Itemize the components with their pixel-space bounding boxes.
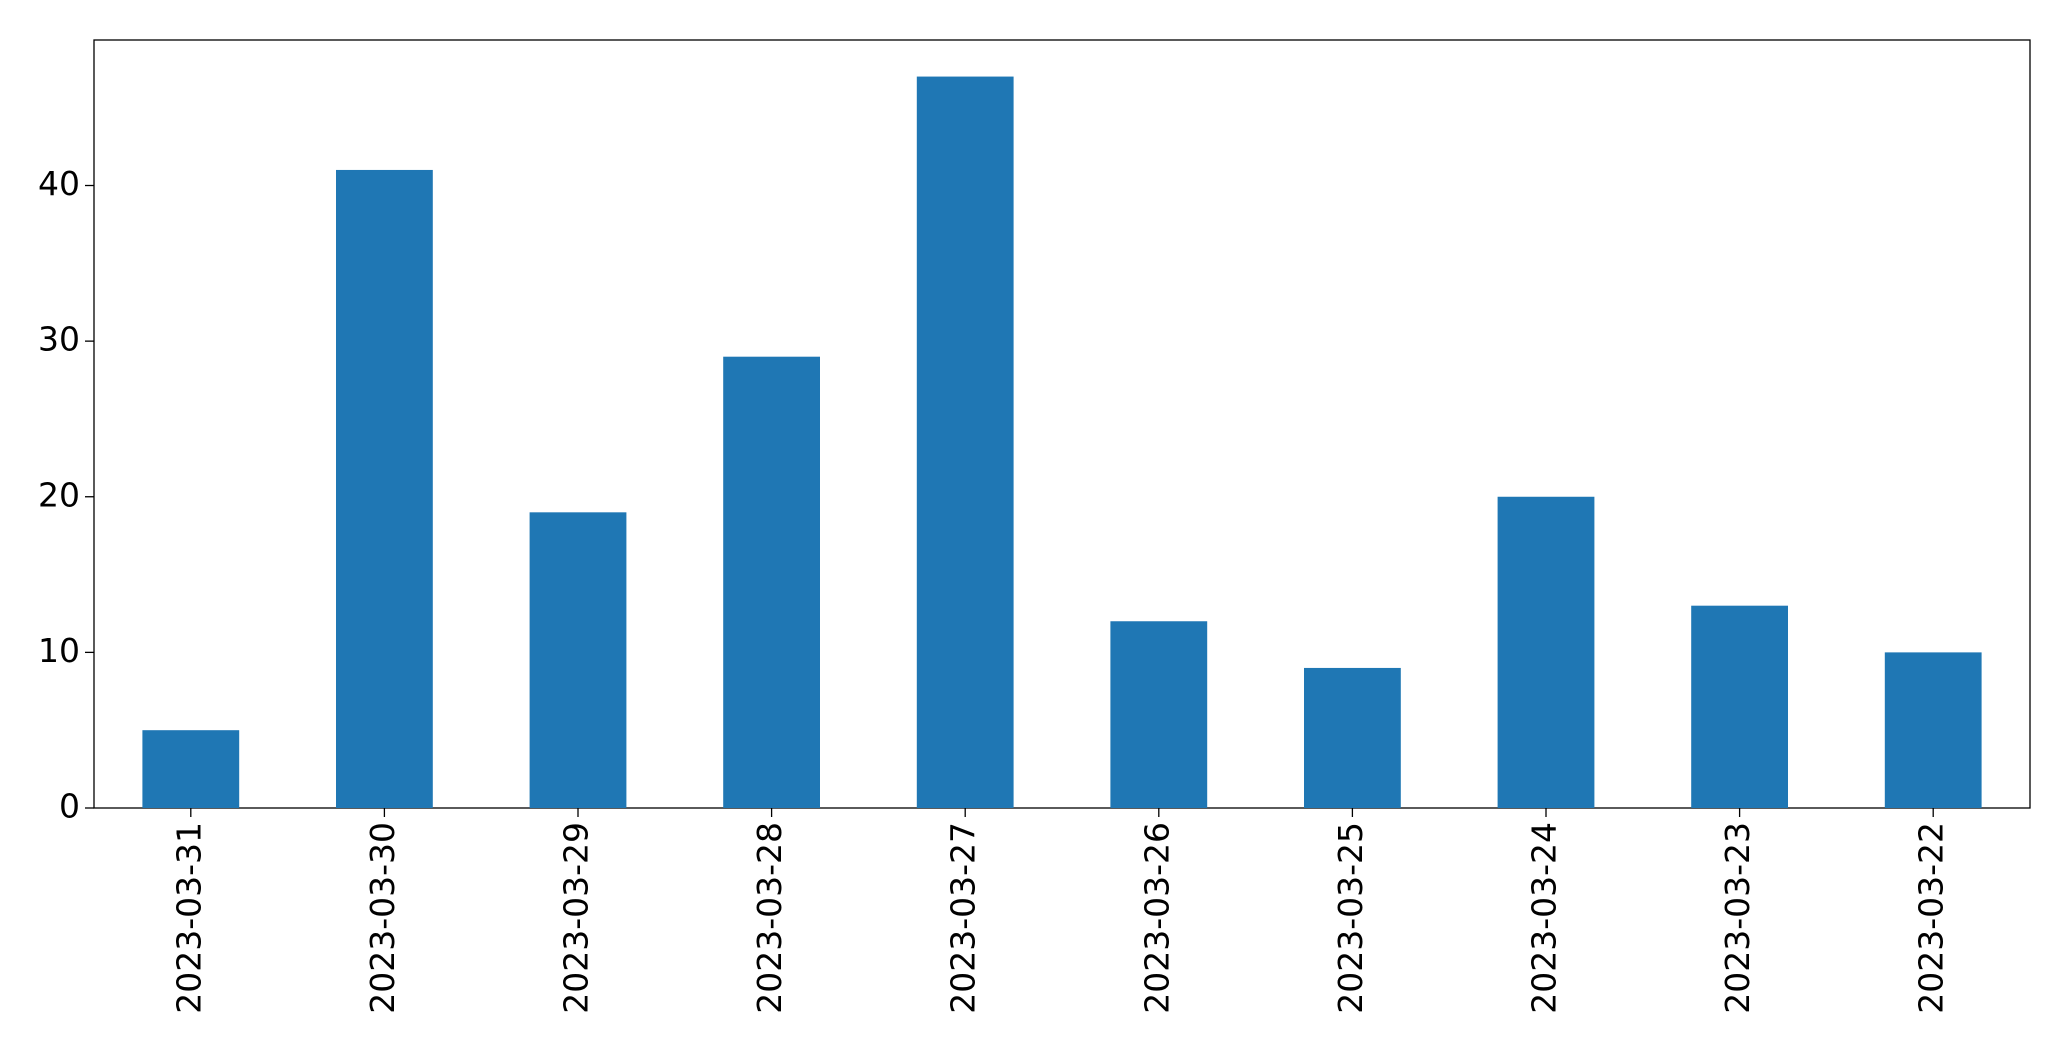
bar <box>916 76 1014 809</box>
bar <box>1884 652 1982 808</box>
y-tick-label: 40 <box>38 164 80 203</box>
x-tick-label: 2023-03-23 <box>1718 822 1757 1014</box>
plot-frame <box>93 39 2031 809</box>
bar <box>336 169 433 808</box>
x-tick-label: 2023-03-24 <box>1525 822 1564 1014</box>
bar <box>1691 605 1788 808</box>
bar <box>723 356 820 808</box>
x-tick-label: 2023-03-28 <box>750 822 789 1014</box>
y-tick-label: 0 <box>59 787 80 826</box>
x-tick-label: 2023-03-25 <box>1331 822 1370 1014</box>
y-tick-label: 20 <box>38 475 80 514</box>
y-tick-label: 10 <box>38 631 80 670</box>
x-tick-label: 2023-03-29 <box>557 822 596 1014</box>
bar <box>1497 496 1595 808</box>
x-tick-label: 2023-03-30 <box>363 822 402 1014</box>
x-tick-label: 2023-03-22 <box>1912 822 1951 1014</box>
x-tick-label: 2023-03-27 <box>944 822 983 1014</box>
bar <box>1304 667 1401 808</box>
y-tick-label: 30 <box>38 320 80 359</box>
bar <box>529 512 627 808</box>
x-tick-label: 2023-03-31 <box>169 822 208 1014</box>
bar <box>1110 621 1208 808</box>
x-tick-label: 2023-03-26 <box>1137 822 1176 1014</box>
bar <box>142 730 240 808</box>
